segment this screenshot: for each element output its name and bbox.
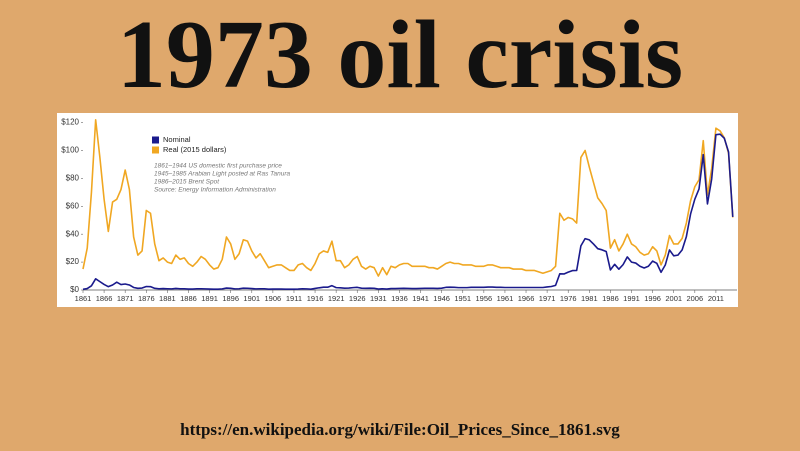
- x-tick-label: 1991: [623, 294, 640, 303]
- x-tick-label: 2006: [686, 294, 703, 303]
- annotation: 1986–2015 Brent Spot: [154, 179, 220, 186]
- x-tick-label: 1941: [412, 294, 429, 303]
- chart: $0 $20 $40 $60 $80 $100 $120 1861 1866 1871 1876 18…: [57, 113, 738, 307]
- x-tick-label: 1921: [328, 294, 345, 303]
- y-tick-label: $60: [66, 201, 80, 210]
- source-url: https://en.wikipedia.org/wiki/File:Oil_P…: [180, 420, 620, 439]
- annotation: 1861–1944 US domestic first purchase pri…: [154, 163, 282, 170]
- legend-label: Nominal: [163, 135, 191, 144]
- y-tick-label: $120: [61, 118, 79, 127]
- x-tick-label: 1996: [644, 294, 661, 303]
- legend-label: Real (2015 dollars): [163, 145, 227, 154]
- x-tick-label: 1971: [539, 294, 556, 303]
- x-tick-label: 1946: [433, 294, 450, 303]
- slide-title: 1973 oil crisis: [116, 1, 684, 109]
- y-tick-label: $0: [70, 285, 79, 294]
- annotation: 1945–1985 Arabian Light posted at Ras Ta…: [154, 171, 291, 178]
- series-line: [82, 118, 734, 277]
- x-tick-label: 1951: [454, 294, 471, 303]
- x-tick-label: 1911: [286, 294, 302, 303]
- x-tick-label: 1901: [243, 294, 260, 303]
- legend-swatch: [152, 136, 159, 144]
- x-tick-label: 1876: [138, 294, 155, 303]
- chart-background: [57, 113, 738, 307]
- x-tick-label: 1976: [560, 294, 577, 303]
- x-tick-label: 1981: [581, 294, 598, 303]
- x-tick-label: 1866: [96, 294, 113, 303]
- y-tick-label: $100: [61, 146, 79, 155]
- x-tick-label: 1986: [602, 294, 619, 303]
- x-tick-label: 1906: [265, 294, 282, 303]
- x-tick-label: 2001: [665, 294, 682, 303]
- x-tick-label: 1961: [497, 294, 514, 303]
- x-tick-label: 1931: [370, 294, 387, 303]
- x-tick-label: 1926: [349, 294, 366, 303]
- x-tick-label: 1916: [307, 294, 324, 303]
- y-tick-label: $40: [66, 229, 80, 238]
- x-tick-label: 1881: [159, 294, 176, 303]
- x-tick-label: 1936: [391, 294, 408, 303]
- series-line: [82, 133, 734, 291]
- x-tick-label: 1896: [222, 294, 239, 303]
- x-tick-label: 1966: [518, 294, 535, 303]
- x-tick-label: 1891: [201, 294, 218, 303]
- x-tick-label: 1861: [75, 294, 92, 303]
- y-tick-label: $20: [66, 257, 80, 266]
- annotation: Source: Energy Information Administratio…: [154, 187, 276, 194]
- x-tick-label: 2011: [708, 294, 724, 303]
- x-tick-label: 1871: [117, 294, 134, 303]
- y-tick-label: $80: [66, 173, 80, 182]
- x-tick-label: 1886: [180, 294, 197, 303]
- legend-swatch: [152, 146, 159, 154]
- x-tick-label: 1956: [475, 294, 492, 303]
